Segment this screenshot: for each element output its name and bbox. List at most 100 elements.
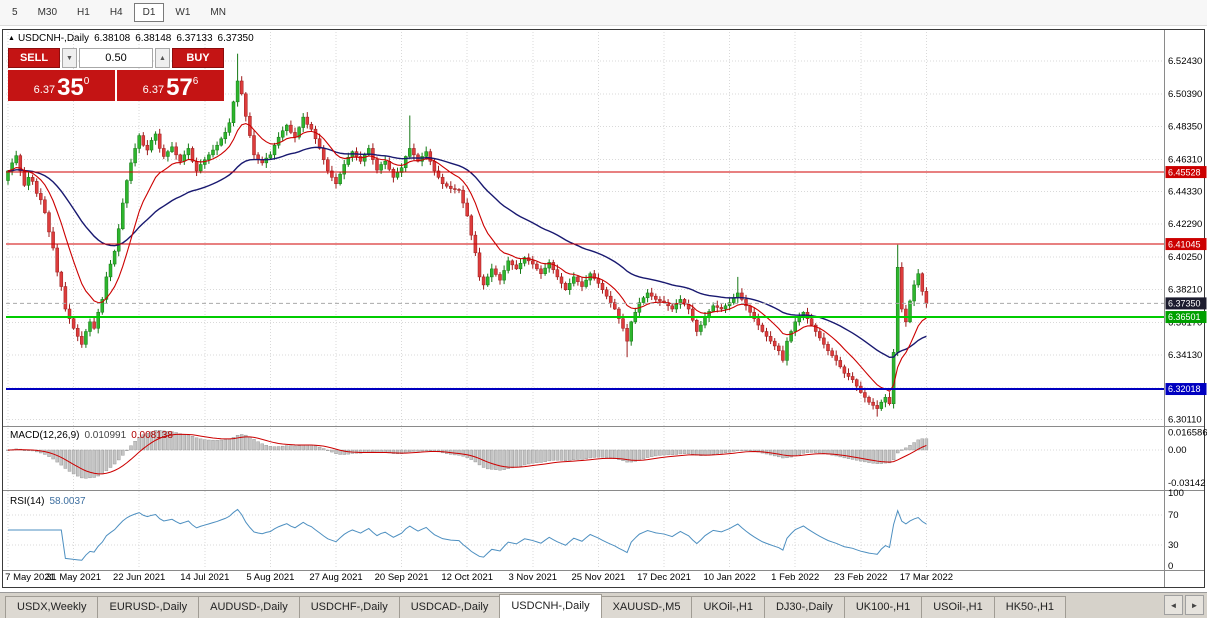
volume-decrease-button[interactable]: ▼: [62, 48, 77, 68]
tab-scroll-arrows: ◄ ►: [1164, 595, 1204, 615]
tab-audusd-daily[interactable]: AUDUSD-,Daily: [198, 596, 300, 618]
rsi-name: RSI(14): [10, 496, 45, 507]
svg-text:6.42290: 6.42290: [1168, 219, 1202, 230]
symbol-period-label: USDCNH-,Daily: [17, 33, 90, 44]
ohlc-close: 6.37350: [217, 33, 254, 44]
one-click-trading-panel: SELL ▼ ▲ BUY 6.37 35 0 6.37 57 6: [8, 48, 226, 101]
svg-text:14 Jul 2021: 14 Jul 2021: [180, 572, 229, 583]
volume-input[interactable]: [79, 48, 153, 68]
tab-scroll-left-icon[interactable]: ◄: [1164, 595, 1183, 615]
bid-prefix: 6.37: [33, 84, 56, 96]
svg-text:6.44330: 6.44330: [1168, 186, 1202, 197]
chart-window[interactable]: 6.52430 6.50390 6.48350 6.46310 6.44330 6.422…: [0, 26, 1207, 592]
tab-usdcnh-daily[interactable]: USDCNH-,Daily: [499, 594, 602, 618]
svg-text:17 Dec 2021: 17 Dec 2021: [637, 572, 691, 583]
timeframe-button-h4[interactable]: H4: [101, 3, 132, 22]
ask-prefix: 6.37: [142, 84, 165, 96]
macd-name: MACD(12,26,9): [10, 430, 80, 441]
price-chart-canvas[interactable]: 6.52430 6.50390 6.48350 6.46310 6.44330 6.422…: [0, 26, 1207, 592]
svg-text:27 Aug 2021: 27 Aug 2021: [309, 572, 362, 583]
rsi-line: [8, 508, 927, 561]
tab-dj30-daily[interactable]: DJ30-,Daily: [763, 596, 845, 618]
timeframe-button-5[interactable]: 5: [3, 3, 27, 22]
tab-usdcad-daily[interactable]: USDCAD-,Daily: [398, 596, 501, 618]
timeframe-toolbar: 5 M30 H1 H4 D1 W1 MN: [0, 0, 1207, 26]
svg-text:6.45528: 6.45528: [1168, 167, 1201, 177]
tab-uk100-h1[interactable]: UK100-,H1: [843, 596, 923, 618]
chart-tab-bar: USDX,Weekly EURUSD-,Daily AUDUSD-,Daily USD…: [0, 592, 1207, 618]
bid-point: 0: [83, 76, 90, 87]
svg-text:6.34130: 6.34130: [1168, 350, 1202, 361]
rsi-indicator-label: RSI(14) 58.0037: [10, 496, 86, 507]
svg-text:5 Aug 2021: 5 Aug 2021: [246, 572, 294, 583]
pane-separators[interactable]: [2, 29, 1205, 587]
ohlc-low: 6.37133: [176, 33, 213, 44]
svg-text:-0.03142: -0.03142: [1168, 478, 1206, 489]
ask-price-display[interactable]: 6.37 57 6: [117, 70, 224, 101]
ohlc-high: 6.38148: [135, 33, 172, 44]
macd-signal-value: 0.008138: [131, 430, 173, 441]
svg-text:25 Nov 2021: 25 Nov 2021: [571, 572, 625, 583]
svg-text:6.46310: 6.46310: [1168, 155, 1202, 166]
timeframe-button-d1[interactable]: D1: [133, 3, 165, 22]
chart-symbol-label: ▲ USDCNH-,Daily 6.38108 6.38148 6.37133 6.373…: [8, 33, 254, 44]
rsi-value: 58.0037: [49, 496, 86, 507]
tab-usdx-weekly[interactable]: USDX,Weekly: [5, 596, 99, 618]
bid-price-display[interactable]: 6.37 35 0: [8, 70, 115, 101]
svg-text:12 Oct 2021: 12 Oct 2021: [441, 572, 493, 583]
svg-text:0: 0: [1168, 561, 1173, 572]
timeframe-button-m30[interactable]: M30: [29, 3, 66, 22]
svg-text:6.36501: 6.36501: [1168, 312, 1201, 322]
volume-increase-button[interactable]: ▲: [155, 48, 170, 68]
ask-pips: 57: [166, 74, 193, 101]
svg-text:100: 100: [1168, 488, 1184, 499]
tab-usoil-h1[interactable]: USOil-,H1: [921, 596, 995, 618]
tab-eurusd-daily[interactable]: EURUSD-,Daily: [97, 596, 200, 618]
svg-text:23 Feb 2022: 23 Feb 2022: [834, 572, 887, 583]
timeframe-button-h1[interactable]: H1: [68, 3, 99, 22]
svg-text:6.41045: 6.41045: [1168, 239, 1201, 249]
svg-text:6.52430: 6.52430: [1168, 56, 1202, 67]
tab-ukoil-h1[interactable]: UKOil-,H1: [691, 596, 765, 618]
buy-button[interactable]: BUY: [172, 48, 224, 68]
svg-text:0.016586: 0.016586: [1168, 428, 1207, 439]
horizontal-level-lines[interactable]: [6, 171, 1164, 391]
svg-text:10 Jan 2022: 10 Jan 2022: [703, 572, 755, 583]
svg-text:6.50390: 6.50390: [1168, 89, 1202, 100]
tab-xauusd-m5[interactable]: XAUUSD-,M5: [600, 596, 693, 618]
svg-text:7 May 2021: 7 May 2021: [5, 572, 55, 583]
svg-text:17 Mar 2022: 17 Mar 2022: [900, 572, 953, 583]
svg-text:6.48350: 6.48350: [1168, 122, 1202, 133]
svg-text:6.30110: 6.30110: [1168, 415, 1202, 426]
sell-button[interactable]: SELL: [8, 48, 60, 68]
candlestick-series: [6, 53, 929, 417]
macd-value: 0.010991: [84, 430, 127, 441]
ohlc-open: 6.38108: [94, 33, 131, 44]
svg-text:31 May 2021: 31 May 2021: [46, 572, 101, 583]
ask-point: 6: [192, 76, 199, 87]
tab-scroll-right-icon[interactable]: ►: [1185, 595, 1204, 615]
macd-indicator-label: MACD(12,26,9) 0.010991 0.008138: [10, 430, 173, 441]
timeframe-button-w1[interactable]: W1: [166, 3, 199, 22]
svg-text:1 Feb 2022: 1 Feb 2022: [771, 572, 819, 583]
svg-text:0.00: 0.00: [1168, 445, 1187, 456]
svg-text:6.40250: 6.40250: [1168, 252, 1202, 263]
svg-text:6.32018: 6.32018: [1168, 384, 1201, 394]
svg-text:20 Sep 2021: 20 Sep 2021: [375, 572, 429, 583]
bid-pips: 35: [57, 74, 84, 101]
price-tags: 6.45528 6.41045 6.37350 6.36501 6.32018: [1165, 166, 1207, 396]
timeframe-button-mn[interactable]: MN: [201, 3, 235, 22]
svg-text:3 Nov 2021: 3 Nov 2021: [509, 572, 558, 583]
collapse-panel-icon[interactable]: ▲: [8, 35, 15, 42]
tab-usdchf-daily[interactable]: USDCHF-,Daily: [298, 596, 400, 618]
svg-text:30: 30: [1168, 540, 1179, 551]
tab-hk50-h1[interactable]: HK50-,H1: [993, 596, 1067, 618]
svg-text:6.37350: 6.37350: [1168, 299, 1201, 309]
svg-text:22 Jun 2021: 22 Jun 2021: [113, 572, 165, 583]
svg-text:70: 70: [1168, 510, 1179, 521]
svg-text:6.38210: 6.38210: [1168, 285, 1202, 296]
macd-signal-line: [7, 433, 927, 475]
slow-ma-line: [7, 146, 927, 359]
